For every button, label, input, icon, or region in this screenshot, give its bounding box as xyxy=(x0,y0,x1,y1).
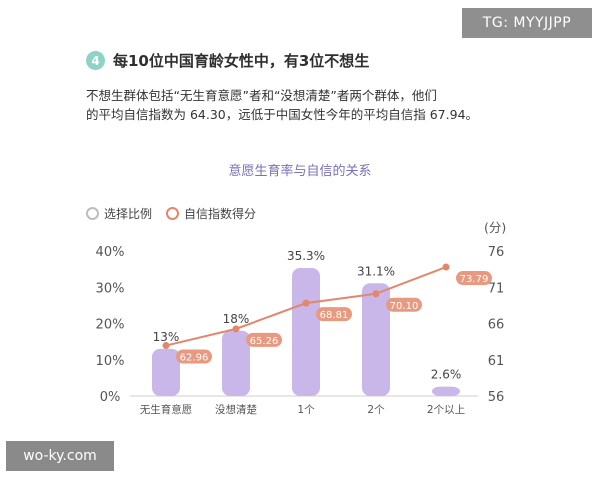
right-axis-tick-label: 66 xyxy=(488,318,505,333)
bar xyxy=(362,283,390,396)
legend-item-bar: 选择比例 xyxy=(86,205,152,222)
x-axis-category-label: 无生育意愿 xyxy=(140,403,193,416)
legend-line-marker-icon xyxy=(166,207,180,220)
line-point xyxy=(232,325,240,333)
legend-line-label: 自信指数得分 xyxy=(184,207,257,221)
line-value-label: 62.96 xyxy=(180,353,209,364)
legend-bar-label: 选择比例 xyxy=(104,207,153,221)
x-axis-category-label: 2个 xyxy=(367,404,385,416)
right-axis-tick-label: 71 xyxy=(488,281,505,296)
line-value-label: 68.81 xyxy=(320,310,349,321)
left-axis-tick-label: 10% xyxy=(96,354,125,369)
line-value-label-box xyxy=(386,297,422,312)
legend-item-line: 自信指数得分 xyxy=(166,205,256,222)
bar xyxy=(222,330,250,396)
x-axis-category-label: 没想清楚 xyxy=(215,403,257,416)
x-axis-category-label: 1个 xyxy=(297,404,315,416)
section-title: 每10位中国育龄女性中，有3位不想生 xyxy=(113,52,370,70)
x-axis-category-label: 2个以上 xyxy=(427,404,465,416)
line-value-label-box xyxy=(246,332,282,347)
line-value-label-box xyxy=(456,271,492,286)
watermark-badge-bottom: wo-ky.com xyxy=(6,441,114,471)
left-axis-tick-label: 0% xyxy=(100,390,121,405)
bar-value-label: 2.6% xyxy=(431,368,462,382)
left-axis-tick-label: 20% xyxy=(96,318,125,333)
chart-legend: 选择比例 自信指数得分 xyxy=(86,205,270,222)
left-axis-tick-label: 30% xyxy=(96,281,125,296)
bar-value-label: 13% xyxy=(153,330,180,344)
description: 不想生群体包括“无生育意愿”者和“没想清楚”者两个群体，他们 的平均自信指数为 … xyxy=(86,86,566,124)
line-value-label-box xyxy=(176,349,212,364)
bar-value-label: 31.1% xyxy=(357,264,395,278)
watermark-badge-top: TG: MYYJJPP xyxy=(462,8,592,38)
bar xyxy=(292,268,320,396)
right-axis-unit: (分) xyxy=(484,220,507,235)
line-point xyxy=(442,263,450,271)
right-axis-tick-label: 56 xyxy=(488,390,505,405)
right-axis-tick-label: 76 xyxy=(488,245,505,260)
right-axis-tick-label: 61 xyxy=(488,354,505,369)
line-value-label: 65.26 xyxy=(250,336,279,347)
legend-bar-marker-icon xyxy=(86,207,99,220)
section-header: 4 每10位中国育龄女性中，有3位不想生 xyxy=(86,50,369,71)
description-line: 不想生群体包括“无生育意愿”者和“没想清楚”者两个群体，他们 xyxy=(86,88,437,103)
bar-value-label: 18% xyxy=(223,312,250,326)
line-point xyxy=(372,290,380,298)
line-value-label: 70.10 xyxy=(390,301,419,312)
line-point xyxy=(162,342,170,350)
line-value-label-box xyxy=(316,307,352,322)
line-value-label: 73.79 xyxy=(460,274,489,285)
bar xyxy=(152,348,180,396)
left-axis-tick-label: 40% xyxy=(96,245,125,260)
description-line: 的平均自信指数为 64.30，远低于中国女性今年的平均自信指 67.94。 xyxy=(86,107,479,122)
section-number-badge: 4 xyxy=(86,51,105,70)
line-point xyxy=(302,299,310,307)
bar xyxy=(432,386,460,396)
chart-title: 意愿生育率与自信的关系 xyxy=(228,164,372,179)
bar-value-label: 35.3% xyxy=(287,249,325,263)
